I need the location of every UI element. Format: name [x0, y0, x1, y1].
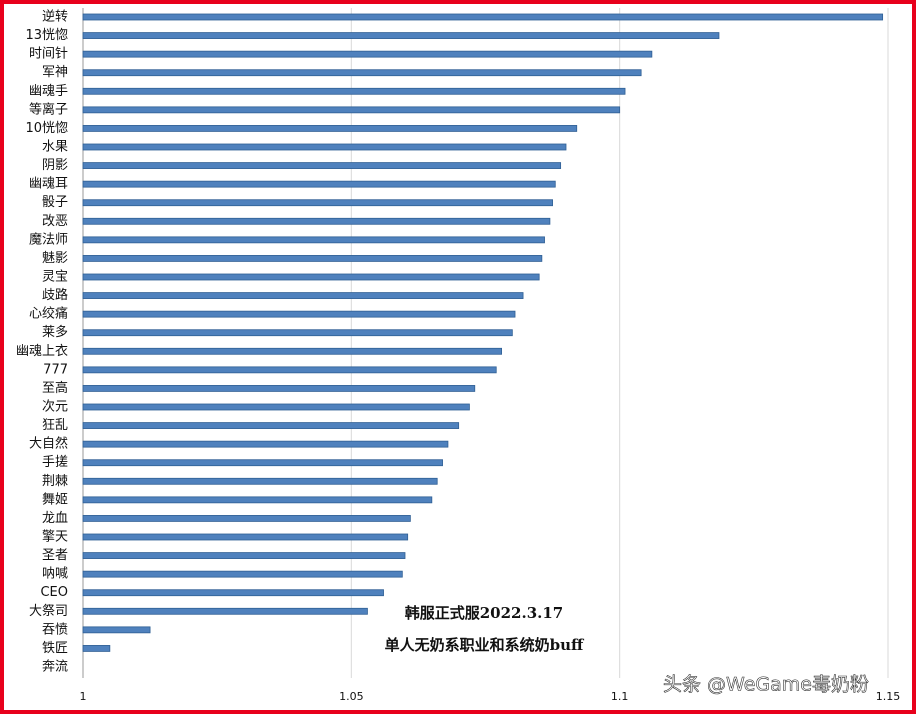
x-tick-label: 1 — [80, 690, 87, 703]
y-tick-label: 幽魂耳 — [29, 176, 68, 192]
y-tick-label: CEO — [40, 585, 68, 600]
y-tick-label: 幽魂手 — [29, 83, 68, 99]
x-tick-label: 1.15 — [876, 690, 901, 703]
bar — [82, 273, 540, 281]
y-tick-label: 歧路 — [42, 287, 68, 303]
bar — [82, 366, 497, 374]
bar — [82, 440, 449, 448]
bar — [82, 329, 513, 337]
bar — [82, 515, 411, 522]
y-tick-label: 骰子 — [42, 195, 68, 210]
bar — [82, 422, 460, 429]
bar — [82, 162, 562, 169]
bar — [82, 347, 503, 355]
bar — [82, 50, 653, 58]
bar — [82, 69, 642, 77]
y-tick-label: 呐喊 — [42, 567, 68, 582]
bar — [82, 459, 443, 467]
bar — [82, 87, 626, 95]
bar — [82, 403, 470, 411]
y-tick-label: 大自然 — [29, 436, 68, 452]
bar — [82, 607, 368, 615]
bar — [82, 32, 720, 39]
x-tick-label: 1.1 — [611, 690, 629, 703]
y-tick-label: 水果 — [42, 140, 68, 155]
y-tick-label: 荆棘 — [42, 473, 68, 489]
watermark: 头条 @WeGame毒奶粉 — [663, 674, 869, 696]
bar — [82, 143, 567, 151]
annotation: 单人无奶系职业和系统奶buff — [385, 636, 585, 654]
bar — [82, 385, 476, 392]
bar — [82, 13, 884, 21]
y-tick-label: 莱多 — [42, 324, 68, 340]
bar — [82, 570, 403, 578]
y-tick-label: 奔流 — [42, 660, 68, 675]
bar — [82, 180, 556, 188]
y-tick-label: 舞姬 — [42, 492, 68, 507]
y-tick-label: 魔法师 — [29, 232, 68, 247]
bar — [82, 292, 524, 299]
bar — [82, 310, 516, 318]
bar — [82, 626, 151, 634]
bar — [82, 125, 578, 132]
y-tick-label: 13恍惚 — [25, 27, 68, 43]
y-tick-label: 手搓 — [42, 454, 68, 470]
bar — [82, 236, 545, 244]
y-tick-label: 逆转 — [42, 9, 68, 25]
y-tick-label: 至高 — [42, 380, 68, 396]
bar — [82, 106, 621, 114]
y-tick-label: 吞愤 — [42, 622, 68, 637]
bar — [82, 589, 384, 597]
bar — [82, 533, 409, 541]
y-tick-label: 铁匠 — [42, 641, 68, 656]
bar — [82, 496, 433, 504]
y-tick-label: 时间针 — [29, 47, 68, 62]
annotation: 韩服正式服2022.3.17 — [405, 604, 564, 622]
y-tick-label: 等离子 — [29, 101, 68, 117]
y-tick-label: 阴影 — [42, 158, 68, 173]
bar — [82, 477, 438, 485]
y-tick-label: 灵宝 — [42, 270, 68, 285]
y-tick-label: 军神 — [42, 65, 68, 80]
y-tick-label: 幽魂上衣 — [16, 343, 68, 359]
bar — [82, 217, 551, 225]
y-tick-label: 圣者 — [42, 548, 68, 563]
y-tick-label: 龙血 — [42, 511, 68, 526]
y-tick-label: 10恍惚 — [25, 120, 68, 136]
y-tick-label: 改恶 — [42, 214, 68, 229]
y-tick-label: 心绞痛 — [29, 306, 68, 322]
y-tick-label: 777 — [43, 362, 68, 377]
bar — [82, 199, 553, 207]
y-tick-label: 魅影 — [42, 251, 68, 266]
y-tick-label: 大祭司 — [29, 604, 68, 619]
bar — [82, 645, 111, 652]
bar — [82, 552, 406, 559]
x-tick-label: 1.05 — [339, 690, 364, 703]
bar — [82, 255, 543, 262]
y-tick-label: 狂乱 — [42, 418, 68, 433]
y-tick-label: 次元 — [42, 399, 68, 415]
y-tick-label: 擎天 — [42, 530, 68, 545]
